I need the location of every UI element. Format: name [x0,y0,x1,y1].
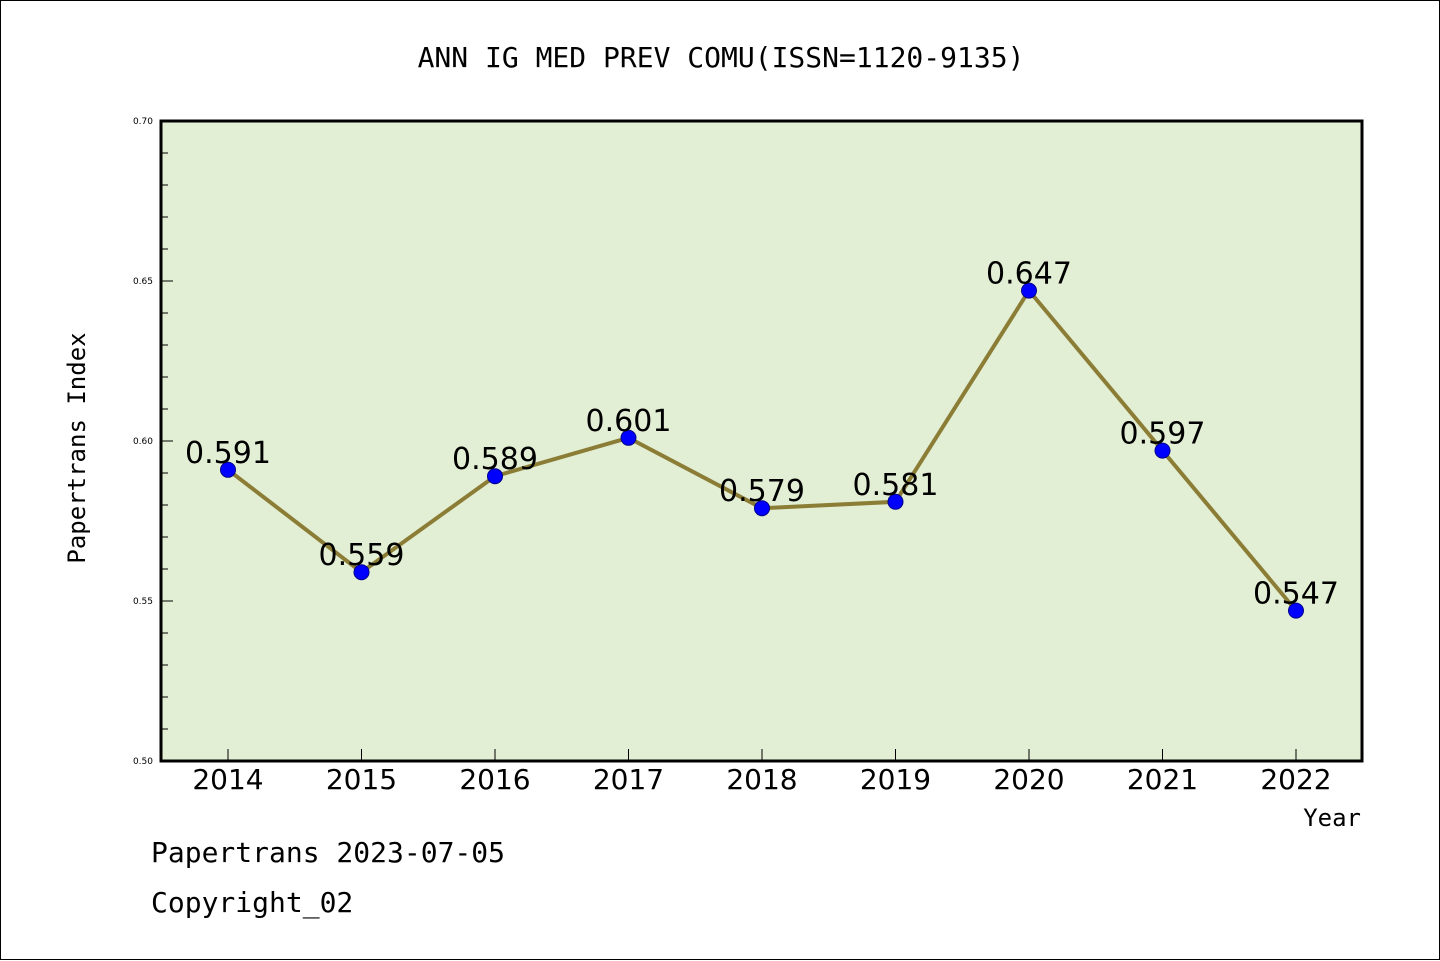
data-point-marker [220,461,236,478]
x-tick-label: 2019 [860,763,931,796]
footer-copyright: Copyright_02 [151,886,354,919]
plot-area [161,121,1362,761]
y-tick-label: 0.70 [133,117,153,127]
chart-title: ANN IG MED PREV COMU(ISSN=1120-9135) [418,41,1025,74]
x-tick-label: 2018 [726,763,797,796]
plot-border [159,119,1364,763]
y-tick-label: 0.65 [133,277,153,287]
series-markers [220,282,1304,619]
data-label: 0.581 [853,468,939,503]
x-ticks: 2014 2015 2016 2017 2018 2019 2020 2021 2022 [192,749,1332,796]
x-tick-label: 2020 [993,763,1064,796]
x-tick-label: 2016 [459,763,530,796]
data-point-marker [887,493,904,510]
footer-date-stamp: Papertrans 2023-07-05 [151,836,506,869]
y-tick-label: 0.50 [133,757,153,767]
x-axis-label: Year [1303,804,1361,832]
y-axis-label: Papertrans Index [63,332,91,563]
data-point-marker [1154,442,1171,459]
data-labels: 0.591 0.559 0.589 0.601 0.579 0.581 0.647 0.597… [185,257,1339,612]
data-label: 0.597 [1120,417,1206,452]
data-label: 0.559 [319,538,405,573]
data-label: 0.591 [185,436,271,471]
x-tick-label: 2015 [326,763,397,796]
data-point-marker [1021,282,1037,299]
x-tick-label: 2022 [1260,763,1331,796]
data-label: 0.579 [719,474,805,509]
y-tick-label: 0.55 [133,597,153,607]
y-tick-label: 0.60 [133,437,153,447]
data-point-marker [754,500,770,517]
data-label: 0.589 [452,442,538,477]
x-tick-label: 2021 [1127,763,1198,796]
data-label: 0.547 [1253,577,1339,612]
data-label: 0.647 [986,257,1072,292]
x-tick-label: 2014 [192,763,263,796]
data-point-marker [353,564,370,581]
data-point-marker [620,429,637,446]
data-point-marker [487,468,503,485]
data-label: 0.601 [586,404,672,439]
x-tick-label: 2017 [593,763,664,796]
data-point-marker [1288,602,1304,619]
